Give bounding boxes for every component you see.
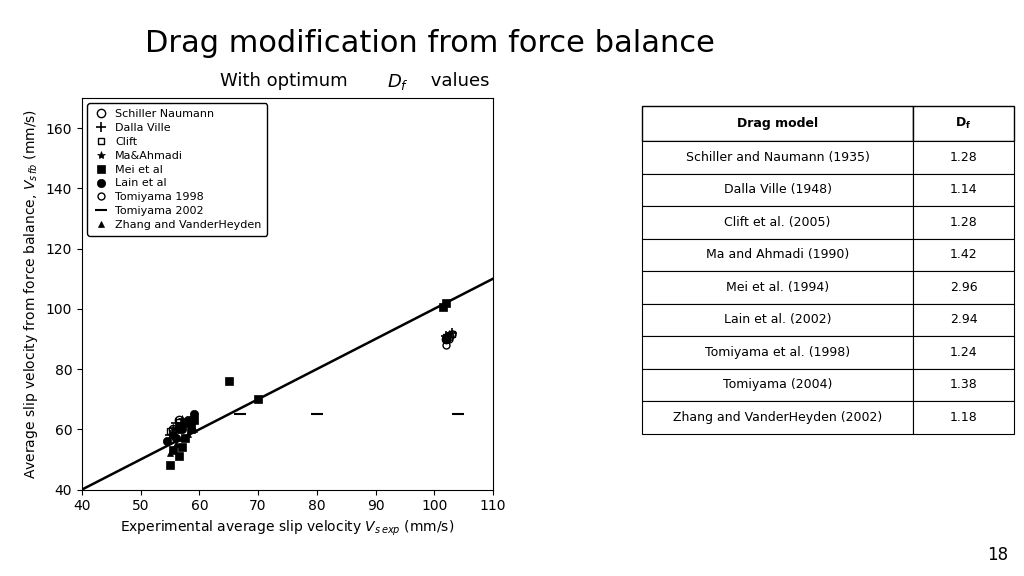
Ma&Ahmadi	[167, 425, 179, 431]
Lain et al	[178, 420, 190, 427]
Mei et al	[187, 417, 200, 424]
Mei et al	[167, 447, 179, 454]
Y-axis label: Average slip velocity from force balance, $V_{s\,fb}$ (mm/s): Average slip velocity from force balance…	[23, 109, 40, 479]
Zhang and VanderHeyden	[170, 441, 182, 448]
Lain et al	[170, 435, 182, 442]
Lain et al	[167, 432, 179, 439]
Tomiyama 2002	[184, 415, 197, 422]
Mei et al	[184, 426, 197, 433]
Mei et al	[222, 378, 234, 385]
Line: Tomiyama 1998: Tomiyama 1998	[442, 331, 456, 348]
Legend: Schiller Naumann, Dalla Ville, Clift, Ma&Ahmadi, Mei et al, Lain et al, Tomiyama: Schiller Naumann, Dalla Ville, Clift, Ma…	[87, 104, 267, 236]
Tomiyama 1998	[440, 342, 453, 348]
Text: $\mathbf{\mathit{D_f}}$: $\mathbf{\mathit{D_f}}$	[387, 72, 409, 92]
Dalla Ville	[445, 329, 458, 336]
Line: Clift: Clift	[167, 331, 456, 434]
Line: Zhang and VanderHeyden: Zhang and VanderHeyden	[167, 426, 197, 457]
Clift	[445, 331, 458, 338]
Mei et al	[173, 453, 185, 460]
Mei et al	[164, 462, 176, 469]
Mei et al	[252, 396, 264, 403]
Schiller Naumann	[167, 426, 179, 433]
Dalla Ville	[170, 420, 182, 427]
Lain et al	[173, 426, 185, 433]
Lain et al	[176, 426, 188, 433]
Mei et al	[176, 444, 188, 451]
Tomiyama 1998	[445, 331, 458, 338]
Mei et al	[178, 435, 190, 442]
Schiller Naumann	[442, 332, 455, 339]
Clift	[440, 334, 453, 341]
Zhang and VanderHeyden	[164, 450, 176, 457]
Zhang and VanderHeyden	[187, 426, 200, 433]
Line: Mei et al: Mei et al	[166, 298, 451, 469]
Lain et al	[187, 411, 200, 418]
Tomiyama 1998	[442, 335, 455, 342]
Schiller Naumann	[440, 335, 453, 342]
Dalla Ville	[164, 432, 176, 439]
Lain et al	[161, 438, 173, 445]
Line: Schiller Naumann: Schiller Naumann	[169, 332, 454, 434]
Line: Dalla Ville: Dalla Ville	[165, 328, 457, 440]
Lain et al	[181, 417, 194, 424]
Text: 18: 18	[987, 547, 1009, 564]
Tomiyama 2002	[310, 411, 323, 418]
Clift	[173, 418, 185, 425]
Line: Lain et al: Lain et al	[163, 335, 451, 446]
Text: Drag modification from force balance: Drag modification from force balance	[145, 29, 715, 58]
Line: Tomiyama 2002: Tomiyama 2002	[175, 408, 464, 430]
Schiller Naumann	[173, 417, 185, 424]
Lain et al	[440, 335, 453, 342]
Line: Ma&Ahmadi: Ma&Ahmadi	[169, 330, 454, 432]
Clift	[164, 427, 176, 434]
Dalla Ville	[440, 332, 453, 339]
Mei et al	[440, 300, 453, 306]
Zhang and VanderHeyden	[176, 435, 188, 442]
Lain et al	[184, 420, 197, 427]
Tomiyama 2002	[452, 411, 464, 418]
X-axis label: Experimental average slip velocity $V_{s\,exp}$ (mm/s): Experimental average slip velocity $V_{s…	[121, 519, 455, 538]
Text: values: values	[425, 72, 489, 90]
Tomiyama 2002	[234, 411, 247, 418]
Text: With optimum: With optimum	[220, 72, 353, 90]
Zhang and VanderHeyden	[181, 430, 194, 437]
Tomiyama 2002	[176, 420, 188, 427]
Ma&Ahmadi	[176, 415, 188, 422]
Ma&Ahmadi	[442, 331, 455, 338]
Mei et al	[437, 304, 450, 311]
